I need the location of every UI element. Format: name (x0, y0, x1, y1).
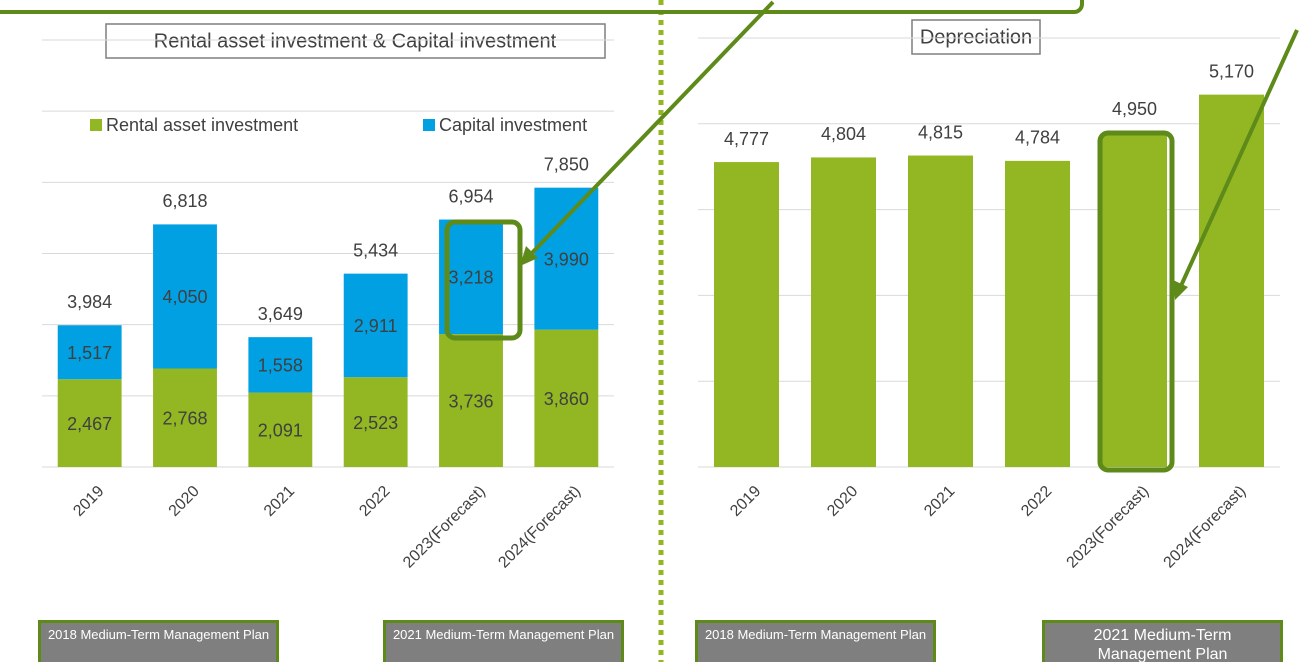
legend-label: Rental asset investment (106, 115, 298, 135)
legend-swatch (423, 119, 435, 131)
footer-label: 2021 Medium-Term Management Plan (1042, 620, 1283, 662)
value-label: 3,990 (544, 249, 589, 269)
bar-segment (248, 337, 313, 393)
x-tick-label: 2023(Forecast) (400, 483, 489, 572)
bar-segment (439, 334, 503, 467)
x-tick-label: 2022 (356, 483, 393, 520)
bar (908, 155, 973, 467)
value-label: 3,218 (448, 268, 493, 288)
value-label: 4,950 (1112, 99, 1157, 119)
x-tick-label: 2024(Forecast) (1161, 483, 1250, 572)
value-label: 4,815 (918, 122, 963, 142)
bar (1005, 160, 1070, 467)
bar-segment (439, 219, 503, 335)
value-label: 2,911 (354, 316, 398, 336)
bar-segment (343, 273, 408, 378)
arrow (1178, 29, 1299, 289)
value-label: 4,777 (724, 129, 769, 149)
arrow-head (520, 246, 538, 266)
chart-title: Depreciation (920, 26, 1032, 48)
x-tick-label: 2021 (921, 483, 958, 520)
highlight-box (1097, 130, 1175, 473)
arrow-head (1173, 280, 1188, 300)
bar-segment (57, 379, 122, 467)
bar (1102, 132, 1167, 467)
value-label: 4,784 (1015, 128, 1060, 148)
total-label: 5,434 (353, 240, 398, 260)
total-label: 3,649 (258, 304, 303, 324)
bar (811, 157, 876, 467)
x-tick-label: 2024(Forecast) (495, 483, 584, 572)
value-label: 2,523 (353, 413, 398, 433)
x-tick-label: 2019 (70, 483, 107, 520)
x-tick-label: 2022 (1018, 483, 1055, 520)
bar-segment (153, 224, 217, 369)
arrow (528, 0, 775, 257)
legend-swatch (90, 119, 102, 131)
total-label: 3,984 (67, 292, 112, 312)
footer-label: 2021 Medium-Term Management Plan (383, 620, 624, 662)
bar (1199, 94, 1264, 468)
legend-label: Capital investment (439, 115, 587, 135)
total-label: 7,850 (544, 154, 589, 174)
x-tick-label: 2020 (166, 483, 203, 520)
total-label: 6,954 (448, 186, 493, 206)
bar-segment (153, 368, 217, 467)
bar-segment (534, 187, 599, 330)
bar-segment (343, 377, 408, 467)
title-box (105, 23, 606, 59)
x-tick-label: 2023(Forecast) (1064, 483, 1153, 572)
value-label: 4,050 (162, 287, 207, 307)
bar-segment (248, 392, 313, 467)
bar-segment (57, 325, 122, 380)
value-label: 4,804 (821, 124, 866, 144)
value-label: 2,768 (162, 409, 207, 429)
value-label: 3,736 (448, 391, 493, 411)
value-label: 1,558 (258, 356, 303, 376)
footer-label: 2018 Medium-Term Management Plan (695, 620, 936, 662)
title-box (911, 19, 1041, 55)
callout-box (0, 0, 1084, 14)
value-label: 1,517 (67, 343, 112, 363)
footer-label: 2018 Medium-Term Management Plan (38, 620, 279, 662)
value-label: 3,860 (544, 389, 589, 409)
bar (714, 162, 779, 467)
value-label: 5,170 (1209, 61, 1254, 81)
annotations (0, 0, 1299, 473)
chart-title: Rental asset investment & Capital invest… (154, 30, 557, 52)
x-tick-label: 2019 (727, 483, 764, 520)
total-label: 6,818 (162, 191, 207, 211)
highlight-box (444, 219, 523, 341)
value-label: 2,091 (258, 421, 303, 441)
bar-segment (534, 329, 599, 467)
x-tick-label: 2021 (261, 483, 298, 520)
x-tick-label: 2020 (824, 483, 861, 520)
value-label: 2,467 (67, 414, 112, 434)
